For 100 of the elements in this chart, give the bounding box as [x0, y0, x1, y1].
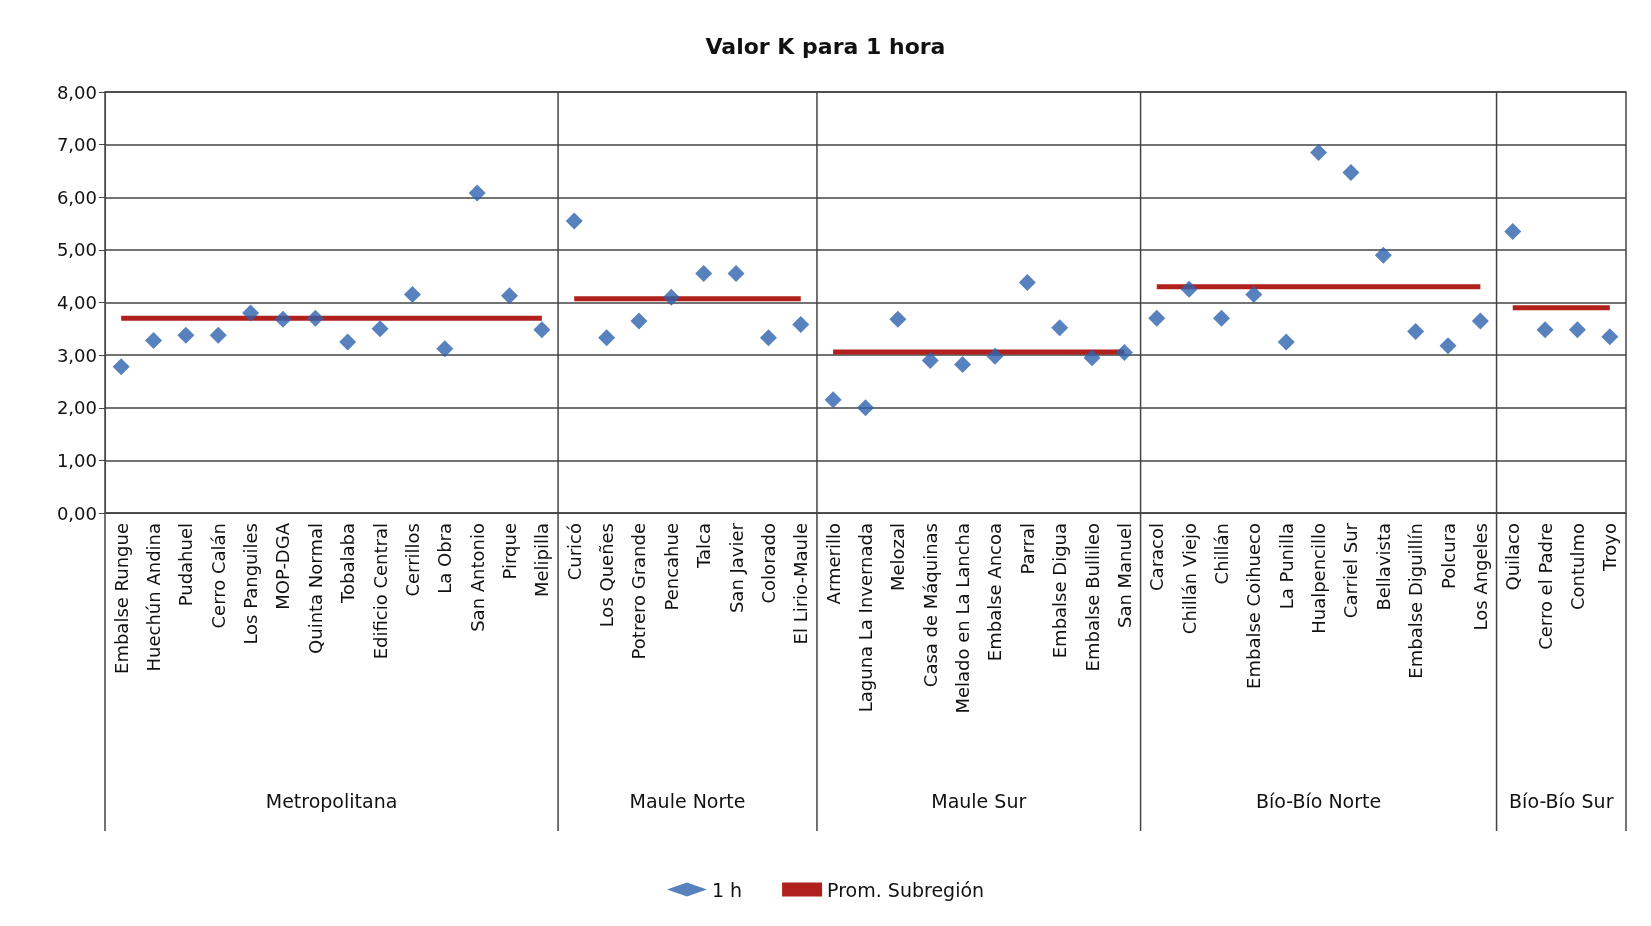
x-tick-label: Bellavista	[1372, 523, 1394, 611]
point	[1018, 274, 1036, 291]
x-tick-label: Potrero Grande	[628, 523, 650, 660]
legend-label: Prom. Subregión	[827, 878, 985, 901]
point	[1342, 164, 1360, 182]
legend-label: 1 h	[711, 878, 743, 901]
x-tick-label: Chillán	[1210, 523, 1232, 585]
x-tick-label: Armerillo	[822, 523, 844, 605]
point	[533, 321, 551, 339]
x-tick-label: Embalse Rungue	[110, 523, 132, 674]
point	[1536, 321, 1554, 339]
point	[306, 309, 324, 327]
x-tick-label: Embalse Diguillín	[1405, 523, 1427, 679]
x-tick-label: La Punilla	[1275, 523, 1297, 610]
point	[1245, 286, 1263, 304]
x-tick-label: Embalse Digua	[1049, 523, 1071, 659]
x-tick-label: MOP-DGA	[272, 522, 294, 610]
point	[1051, 319, 1069, 337]
point	[501, 287, 519, 305]
x-tick-label: Quinta Normal	[304, 523, 326, 654]
y-tick-label: 1,00	[56, 449, 97, 471]
y-tick-label: 2,00	[56, 397, 97, 419]
y-tick-label: 6,00	[56, 186, 97, 208]
x-tick-label: Curicó	[563, 523, 585, 581]
point	[1212, 309, 1230, 327]
x-tick-label: Los Panguiles	[240, 523, 262, 645]
x-tick-label: Cerro Calán	[207, 523, 229, 629]
x-tick-label: Los Queñes	[596, 523, 618, 628]
y-tick-label: 7,00	[56, 134, 97, 156]
text: Maule Norte	[629, 790, 746, 812]
text: Metropolitana	[265, 790, 398, 812]
point	[1310, 144, 1328, 162]
point	[759, 329, 777, 347]
point	[662, 288, 680, 306]
point	[1504, 222, 1522, 240]
point	[921, 351, 939, 369]
x-tick-label: San Manuel	[1113, 523, 1135, 629]
x-tick-label: Pencahue	[660, 523, 682, 611]
point	[986, 347, 1004, 365]
text: Bío-Bío Sur	[1509, 790, 1614, 812]
point	[1601, 328, 1619, 346]
y-tick-label: 8,00	[56, 81, 97, 103]
point	[1439, 337, 1457, 355]
x-tick-label: Colorado	[757, 523, 779, 604]
x-tick-label: San Antonio	[466, 523, 488, 632]
x-tick-label: Carriel Sur	[1340, 522, 1362, 619]
x-tick-label: Hualpencillo	[1308, 523, 1330, 634]
x-tick-label: San Javier	[725, 522, 747, 614]
point	[1407, 322, 1425, 340]
point	[436, 340, 454, 358]
point	[824, 391, 842, 409]
x-tick-label: Cerro el Padre	[1534, 523, 1556, 650]
x-tick-label: Melipilla	[531, 523, 553, 598]
point	[403, 286, 421, 304]
x-tick-label: Los Angeles	[1469, 523, 1491, 631]
point	[954, 356, 972, 374]
x-tick-label: Pudahuel	[175, 523, 197, 607]
point	[339, 333, 357, 351]
x-tick-label: Cerrillos	[401, 523, 423, 597]
x-tick-label: Edificio Central	[369, 523, 391, 660]
point	[145, 331, 163, 349]
x-tick-label: Embalse Bullileo	[1081, 523, 1103, 672]
point	[1083, 349, 1101, 367]
x-tick-label: Caracol	[1146, 523, 1168, 591]
text: Maule Sur	[931, 790, 1027, 812]
x-tick-label: Melado en La Lancha	[952, 523, 974, 714]
x-tick-label: Troyo	[1599, 523, 1621, 573]
point	[792, 316, 810, 334]
point	[242, 304, 260, 322]
point	[274, 310, 292, 328]
x-tick-label: Talca	[693, 523, 715, 569]
text: Bío-Bío Norte	[1255, 790, 1382, 812]
x-tick-label: Tobalaba	[337, 523, 359, 604]
point	[889, 310, 907, 328]
x-tick-label: Embalse Coihueco	[1243, 523, 1265, 689]
point	[1115, 343, 1133, 361]
point	[177, 326, 195, 344]
point	[1148, 309, 1166, 327]
y-tick-label: 3,00	[56, 344, 97, 366]
y-tick-label: 4,00	[56, 292, 97, 313]
x-tick-label: Quilaco	[1502, 523, 1524, 591]
x-tick-label: Casa de Máquinas	[919, 523, 941, 688]
point	[727, 265, 745, 283]
point	[565, 212, 583, 230]
point	[1180, 280, 1198, 298]
point	[209, 326, 227, 344]
point	[1568, 321, 1586, 339]
x-tick-label: Polcura	[1437, 523, 1459, 589]
x-tick-label: Embalse Ancoa	[984, 523, 1006, 662]
point	[1277, 333, 1295, 351]
point	[695, 265, 713, 283]
point	[1374, 246, 1392, 264]
point	[598, 329, 616, 347]
y-tick-label: 0,00	[56, 502, 97, 524]
point	[468, 184, 486, 202]
point	[630, 312, 648, 330]
chart-title: Valor K para 1 hora	[705, 33, 946, 59]
x-tick-label: Contulmo	[1566, 523, 1588, 611]
point	[112, 358, 130, 376]
x-tick-label: Huechún Andina	[143, 523, 165, 672]
